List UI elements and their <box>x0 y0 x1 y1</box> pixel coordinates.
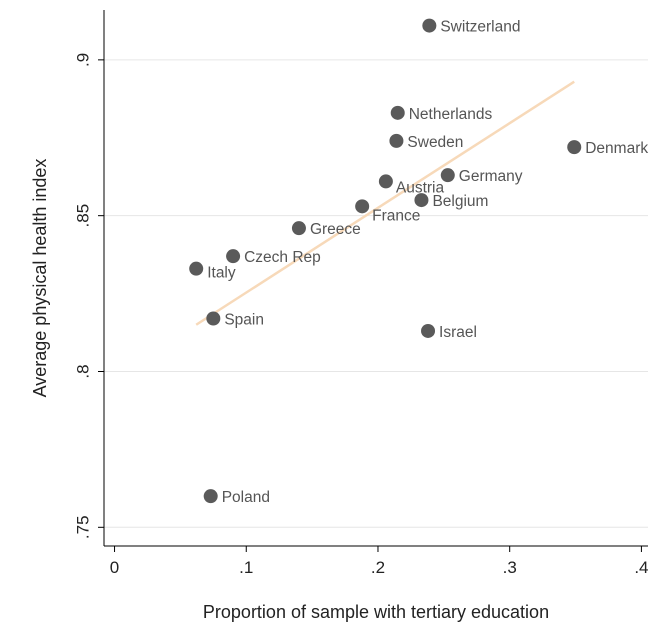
data-point <box>389 133 404 148</box>
point-label: Germany <box>459 168 523 185</box>
point-label: Israel <box>439 324 477 341</box>
point-label: Austria <box>396 179 445 196</box>
point-label: Czech Rep <box>244 249 321 266</box>
y-tick-label: .9 <box>73 53 92 67</box>
data-point <box>378 174 393 189</box>
point-label: France <box>372 207 420 224</box>
y-tick-label: .8 <box>73 364 92 378</box>
axes-layer <box>103 10 648 547</box>
data-point <box>226 249 241 264</box>
x-tick-label: .3 <box>503 558 517 577</box>
data-point <box>567 140 582 155</box>
x-tick-label: .4 <box>634 558 648 577</box>
ticks-layer: .75 .8 .85 .9 0 .1 .2 .3 .4 <box>73 53 648 577</box>
point-label: Spain <box>224 312 264 329</box>
data-point <box>390 105 405 120</box>
point-label: Poland <box>222 489 270 506</box>
data-point <box>203 489 218 504</box>
x-tick-label: .2 <box>371 558 385 577</box>
x-tick-label: 0 <box>110 558 119 577</box>
point-label: Denmark <box>585 140 648 157</box>
data-point <box>291 221 306 236</box>
y-tick-label: .85 <box>73 204 92 228</box>
data-point <box>414 193 429 208</box>
point-label: Belgium <box>432 193 488 210</box>
y-axis-title: Average physical health index <box>30 159 50 398</box>
point-label: Switzerland <box>440 19 520 36</box>
point-label: Sweden <box>407 134 463 151</box>
fit-line <box>195 80 575 326</box>
data-point <box>355 199 370 214</box>
data-point <box>189 261 204 276</box>
x-axis-title: Proportion of sample with tertiary educa… <box>203 602 549 622</box>
data-point <box>421 323 436 338</box>
data-point <box>422 18 437 33</box>
data-point <box>206 311 221 326</box>
grid-layer <box>104 59 648 528</box>
points-layer: Switzerland Netherlands Sweden Denmark Germa… <box>189 18 648 506</box>
point-label: Italy <box>207 265 236 282</box>
point-label: Netherlands <box>409 106 493 123</box>
data-point <box>440 168 455 183</box>
y-tick-label: .75 <box>73 515 92 539</box>
x-tick-label: .1 <box>239 558 253 577</box>
point-label: Greece <box>310 221 361 238</box>
